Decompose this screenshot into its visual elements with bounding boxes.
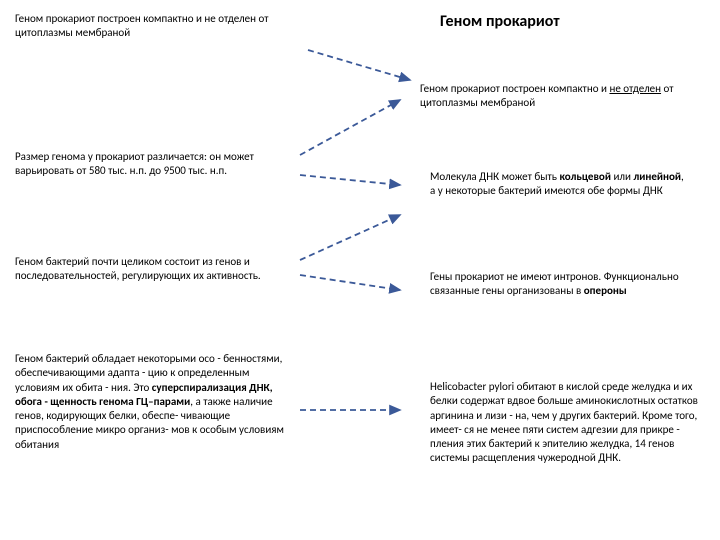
arrow-3 (300, 215, 400, 260)
arrow-4 (300, 275, 400, 290)
left-block-2: Геном бактерий обладает некоторыми осо -… (15, 352, 285, 452)
arrow-2 (300, 175, 400, 185)
arrow-0 (308, 50, 410, 80)
title-right: Геном прокариот (440, 12, 700, 33)
arrow-group (300, 50, 410, 410)
right-block-0: Геном прокариот построен компактно и не … (420, 82, 680, 111)
right-block-2: Гены прокариот не имеют интронов. Функци… (430, 270, 690, 299)
left-block-0: Размер генома у прокариот различается: о… (15, 150, 275, 179)
left-block-1: Геном бактерий почти целиком состоит из … (15, 255, 275, 284)
right-block-3: Helicobacter pylori обитают в кислой сре… (430, 380, 705, 466)
slide-container: Геном прокариот построен компактно и не … (0, 0, 720, 540)
title-left: Геном прокариот построен компактно и не … (15, 12, 275, 41)
right-block-1: Молекула ДНК может быть кольцевой или ли… (430, 170, 690, 199)
arrow-1 (300, 100, 400, 155)
